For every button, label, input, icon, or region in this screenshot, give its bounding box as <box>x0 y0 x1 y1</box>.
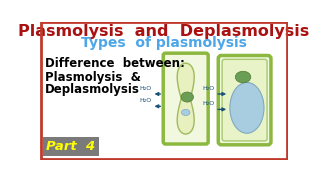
FancyBboxPatch shape <box>218 55 271 145</box>
FancyBboxPatch shape <box>163 53 208 144</box>
Text: H₂O: H₂O <box>203 102 215 107</box>
Ellipse shape <box>235 71 251 83</box>
Text: H₂O: H₂O <box>139 86 152 91</box>
Text: Deplasmolysis: Deplasmolysis <box>45 83 140 96</box>
Text: Plasmolysis  and  Deplasmolysis: Plasmolysis and Deplasmolysis <box>18 24 310 39</box>
Text: H₂O: H₂O <box>139 98 152 103</box>
Polygon shape <box>177 63 194 134</box>
Text: H₂O: H₂O <box>203 86 215 91</box>
Ellipse shape <box>181 92 194 102</box>
FancyBboxPatch shape <box>222 59 267 141</box>
Text: Difference  between:: Difference between: <box>45 57 185 70</box>
Ellipse shape <box>230 82 264 133</box>
Text: Part  4: Part 4 <box>46 140 96 153</box>
FancyBboxPatch shape <box>43 137 99 156</box>
Ellipse shape <box>181 109 190 116</box>
Text: Types  of plasmolysis: Types of plasmolysis <box>81 36 247 50</box>
Text: Plasmolysis  &: Plasmolysis & <box>45 71 140 84</box>
